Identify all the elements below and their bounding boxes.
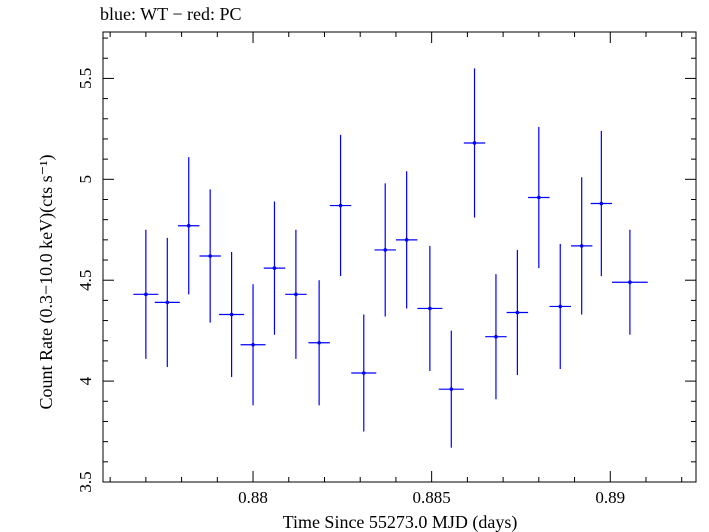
x-axis-label: Time Since 55273.0 MJD (days) (283, 512, 518, 532)
y-tick-label: 4 (76, 376, 95, 385)
data-marks (133, 68, 648, 448)
data-point (178, 157, 200, 295)
data-point (570, 177, 593, 315)
data-point (263, 201, 286, 335)
data-point (395, 171, 418, 309)
y-axis-label: Count Rate (0.3−10.0 keV)(cts s⁻¹) (36, 154, 57, 409)
point-marker (165, 300, 170, 305)
point-marker (186, 223, 191, 228)
plot-frame (102, 31, 697, 483)
x-tick-label: 0.88 (238, 488, 268, 507)
data-point (308, 280, 330, 406)
point-marker (294, 292, 298, 297)
data-point (374, 183, 396, 317)
data-point (463, 68, 486, 218)
data-point (154, 237, 180, 367)
point-marker (144, 292, 148, 297)
data-point (549, 243, 571, 369)
data-point (612, 229, 648, 335)
point-marker (515, 310, 520, 315)
data-point (240, 284, 266, 406)
axis-ticks (103, 32, 696, 483)
data-point (528, 126, 550, 269)
y-tick-label: 5.5 (76, 68, 95, 89)
plot-border (102, 31, 697, 483)
point-marker (579, 244, 584, 248)
data-point (417, 245, 443, 372)
point-marker (428, 306, 432, 311)
data-point (438, 330, 464, 448)
point-marker (628, 280, 632, 285)
data-point (285, 229, 307, 359)
data-point (351, 314, 377, 432)
x-tick-label: 0.89 (595, 488, 625, 507)
point-marker (361, 371, 366, 375)
y-tick-label: 5 (76, 175, 95, 184)
y-tick-label: 4.5 (76, 270, 95, 291)
point-marker (208, 254, 212, 258)
data-point (219, 251, 245, 378)
point-marker (472, 141, 477, 145)
data-point (506, 249, 529, 376)
data-point (590, 130, 613, 277)
point-marker (383, 248, 388, 252)
chart-title: blue: WT − red: PC (100, 4, 242, 24)
point-marker (229, 312, 234, 317)
data-point (133, 229, 159, 359)
point-marker (558, 304, 563, 309)
data-point (199, 189, 221, 323)
data-point (329, 134, 352, 277)
point-marker (251, 342, 255, 347)
y-tick-label: 3.5 (76, 471, 95, 492)
point-marker (449, 387, 454, 391)
point-marker (272, 266, 277, 270)
point-marker (338, 203, 343, 208)
axis-tick-labels: 0.88 0.885 0.89 3.5 4 4.5 5 5.5 (76, 68, 625, 507)
point-marker (599, 201, 604, 206)
point-marker (404, 238, 409, 242)
point-marker (537, 195, 541, 200)
data-point (485, 274, 507, 400)
point-marker (494, 334, 498, 339)
x-tick-label: 0.885 (413, 488, 451, 507)
point-marker (317, 340, 321, 345)
